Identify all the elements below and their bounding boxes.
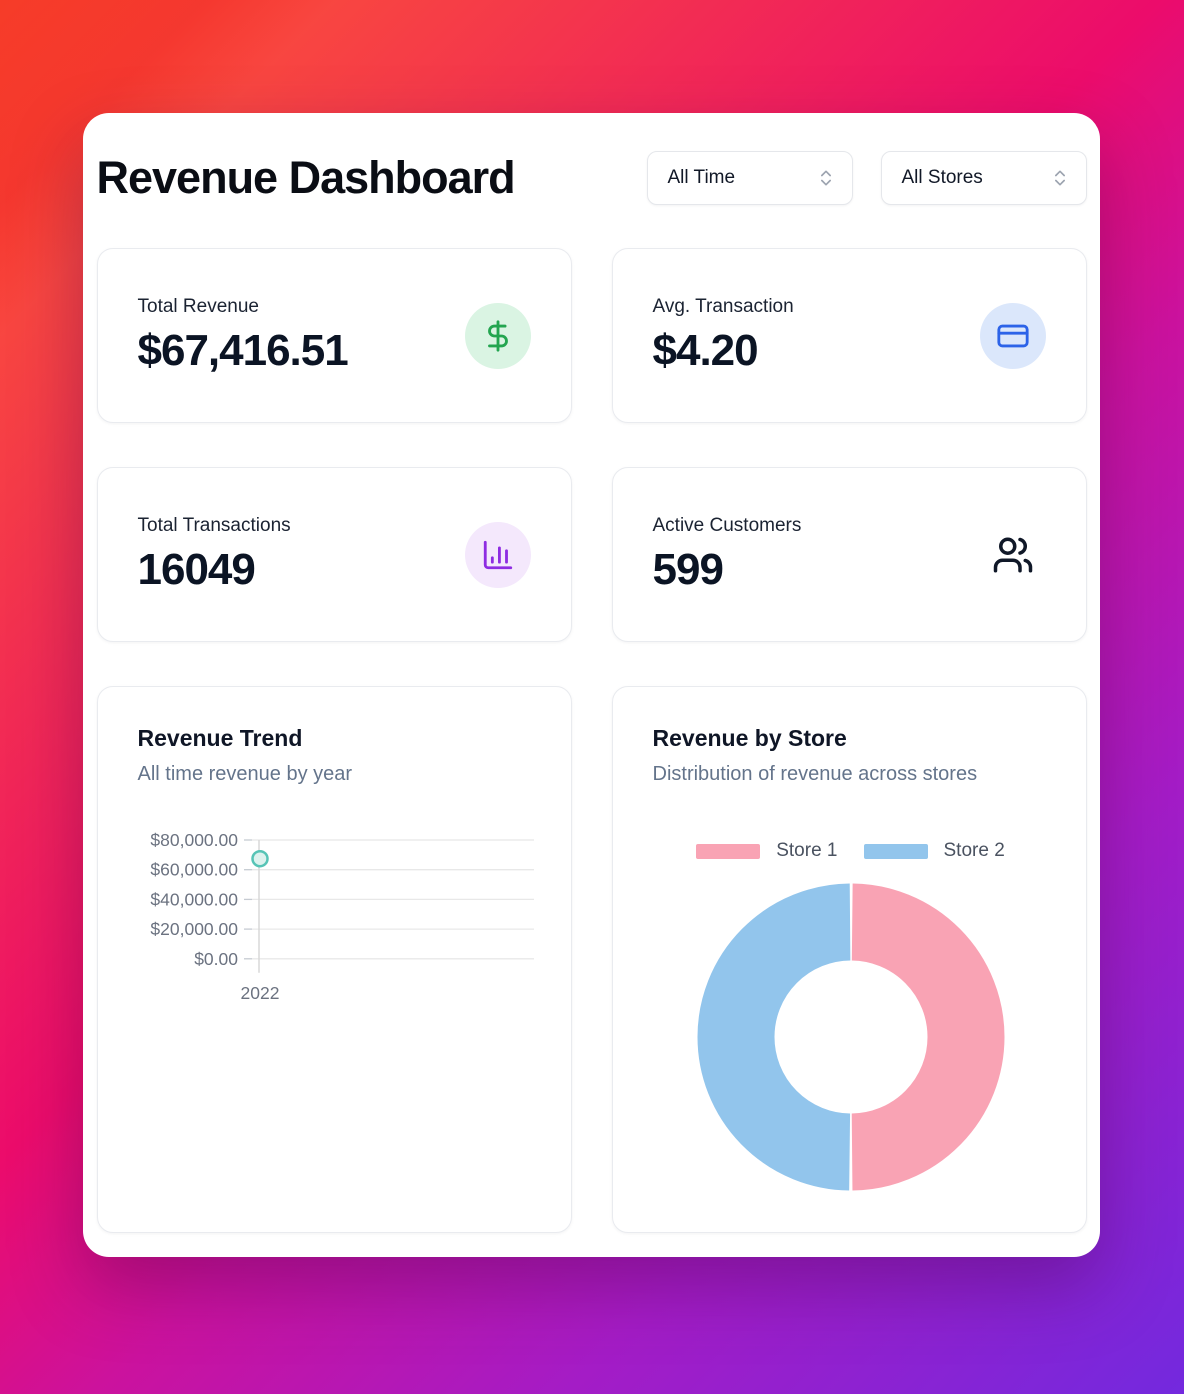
time-filter-value: All Time	[667, 167, 736, 188]
legend-item: Store 1	[696, 840, 838, 862]
stat-label: Active Customers	[652, 514, 802, 536]
users-icon	[980, 522, 1046, 588]
svg-text:$20,000.00: $20,000.00	[150, 919, 238, 939]
svg-text:$60,000.00: $60,000.00	[150, 860, 238, 880]
stat-card-active-customers: Active Customers 599	[611, 467, 1087, 642]
stat-card-total-revenue: Total Revenue $67,416.51	[96, 248, 572, 423]
chart-subtitle: Distribution of revenue across stores	[652, 763, 978, 785]
chart-legend: Store 1 Store 2	[653, 840, 1049, 862]
chart-title: Revenue Trend	[137, 725, 303, 751]
stat-label: Avg. Transaction	[652, 295, 794, 317]
stat-label: Total Revenue	[137, 295, 259, 317]
stat-card-avg-transaction: Avg. Transaction $4.20	[611, 248, 1087, 423]
legend-label: Store 2	[943, 840, 1005, 861]
stat-value: $67,416.51	[137, 325, 349, 375]
page-title: Revenue Dashboard	[96, 152, 516, 203]
chart-title: Revenue by Store	[652, 725, 847, 751]
svg-text:$80,000.00: $80,000.00	[150, 830, 238, 850]
revenue-trend-card: Revenue Trend All time revenue by year $…	[96, 686, 572, 1233]
legend-label: Store 1	[776, 840, 838, 861]
revenue-by-store-card: Revenue by Store Distribution of revenue…	[611, 686, 1087, 1233]
store-filter-value: All Stores	[901, 167, 983, 188]
stat-value: $4.20	[652, 325, 759, 375]
revenue-trend-line-chart: $80,000.00 $60,000.00 $40,000.00 $20,000.00…	[150, 830, 534, 1003]
chart-subtitle: All time revenue by year	[137, 763, 353, 785]
credit-card-icon	[979, 302, 1046, 369]
stat-card-total-transactions: Total Transactions 16049	[96, 467, 572, 642]
chevrons-up-down-icon	[820, 170, 831, 186]
stat-value: 599	[652, 544, 724, 594]
dashboard-panel: Revenue Dashboard All Time All Stores To…	[83, 113, 1100, 1257]
store-filter-select[interactable]: All Stores	[880, 151, 1087, 205]
dollar-sign-icon	[464, 302, 531, 369]
time-filter-select[interactable]: All Time	[646, 151, 853, 205]
legend-swatch	[696, 843, 761, 859]
svg-text:$40,000.00: $40,000.00	[150, 889, 238, 909]
filter-controls: All Time All Stores	[646, 151, 1087, 205]
legend-swatch	[863, 843, 928, 859]
svg-text:$0.00: $0.00	[194, 949, 238, 969]
svg-text:2022: 2022	[240, 983, 279, 1003]
chevrons-up-down-icon	[1054, 170, 1065, 186]
bar-chart-icon	[464, 521, 531, 588]
stat-value: 16049	[137, 544, 256, 594]
revenue-by-store-donut-chart	[697, 883, 1004, 1191]
dashboard-header: Revenue Dashboard All Time All Stores	[97, 151, 1087, 205]
stat-label: Total Transactions	[137, 514, 291, 536]
legend-item: Store 2	[863, 840, 1005, 862]
